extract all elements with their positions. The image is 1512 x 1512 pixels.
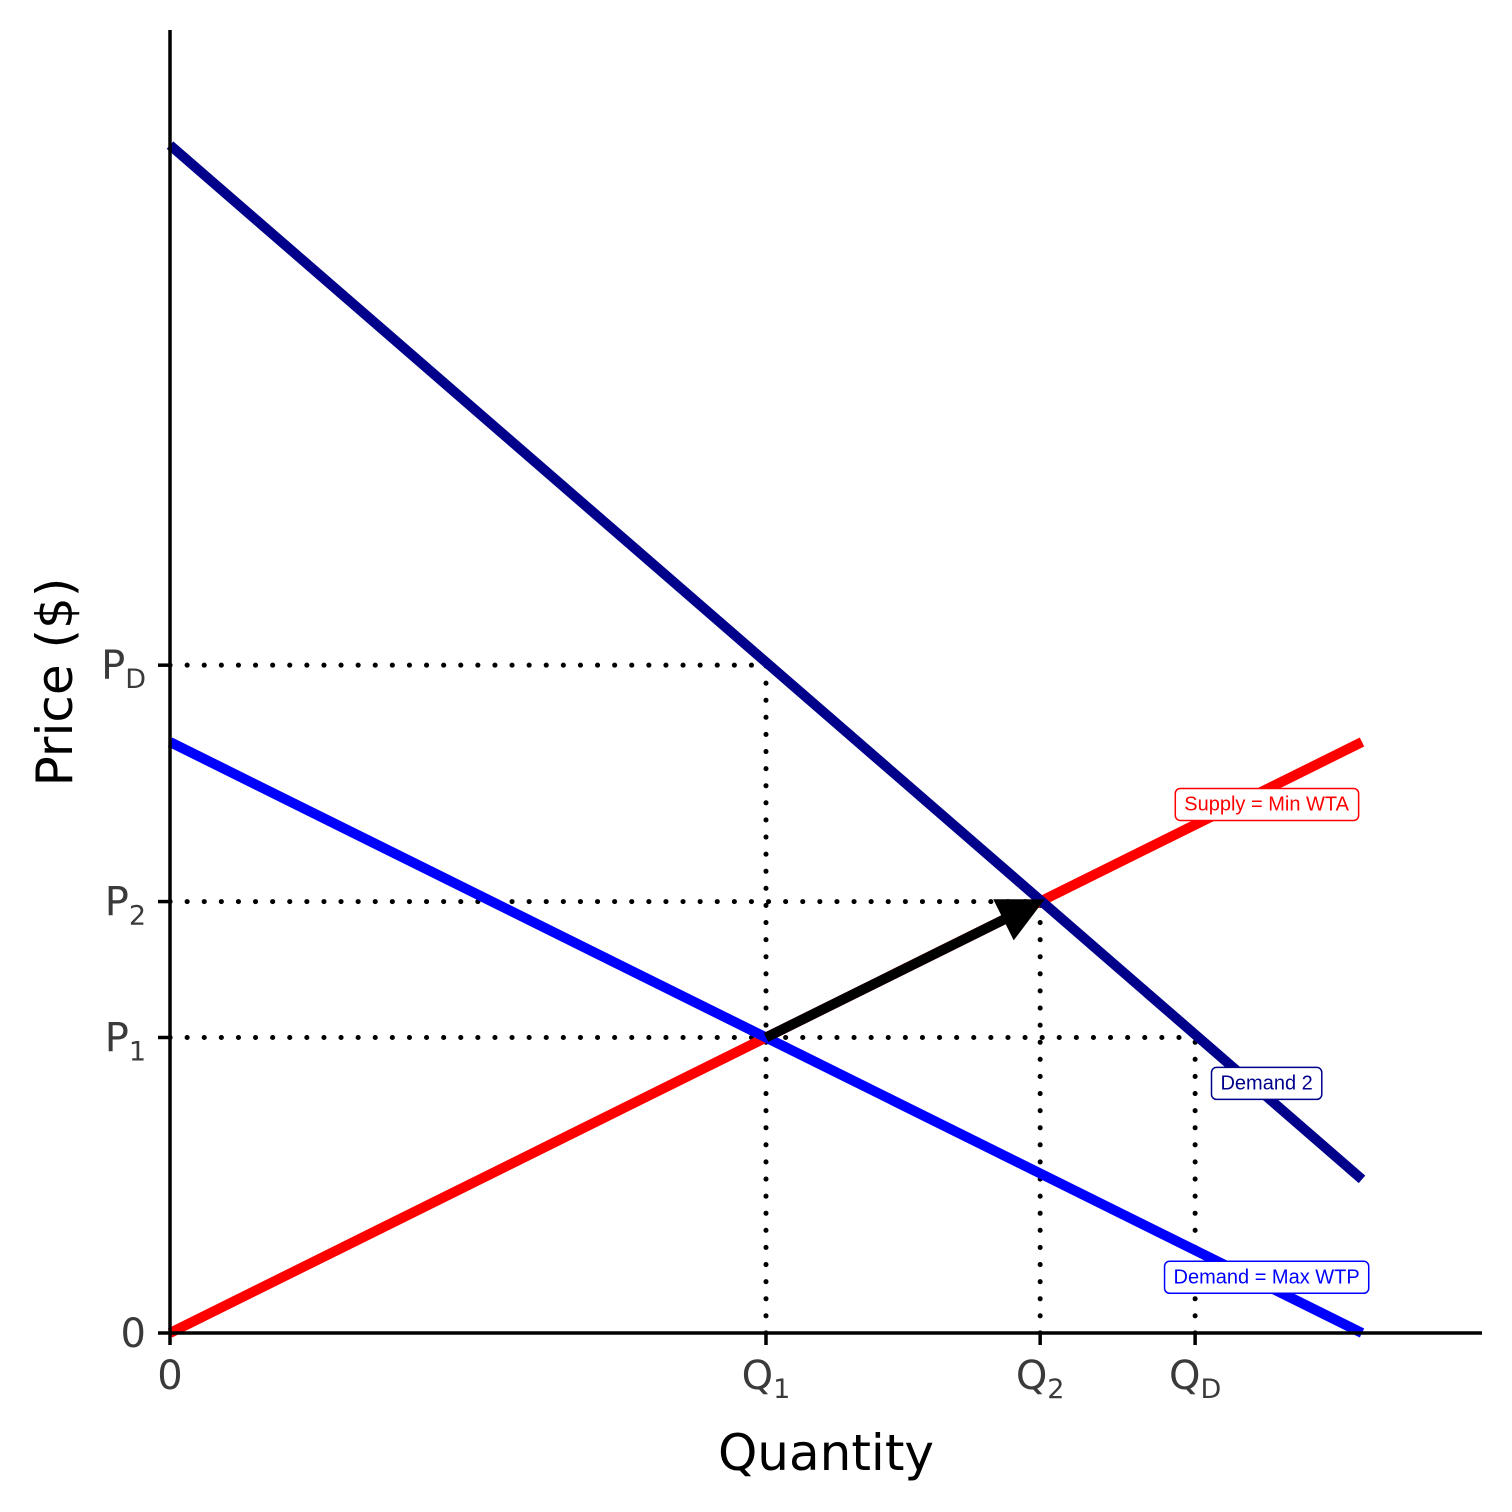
label-text: Demand 2 (1220, 1072, 1312, 1094)
demand-2-label: Demand 2 (1210, 1066, 1323, 1101)
supply-min-wta-label: Supply = Min WTA (1174, 787, 1360, 822)
x-axis-title: Quantity (718, 1424, 934, 1482)
y-tick-label: P2 (105, 880, 146, 932)
y-tick-label: P1 (105, 1016, 146, 1068)
equilibrium-shift-arrow (763, 899, 1045, 1042)
demand-max-wtp-label: Demand = Max WTP (1163, 1260, 1370, 1295)
y-tick-label: PD (101, 643, 146, 695)
curves (166, 141, 1366, 1338)
x-tick-label: Q2 (1016, 1353, 1065, 1405)
label-box (1174, 787, 1360, 822)
label-box (1210, 1066, 1323, 1101)
demand-2-curve (166, 141, 1366, 1184)
label-text: Supply = Min WTA (1184, 793, 1349, 815)
ticks: 0 Q1 Q2 QD 0 P1 P2 PD (101, 643, 1221, 1405)
shift-arrow (763, 899, 1045, 1042)
x-tick-label: QD (1169, 1353, 1221, 1405)
y-axis-title: Price ($) (26, 578, 84, 787)
curve-labels: Supply = Min WTA Demand = Max WTP Demand 2 (1163, 787, 1370, 1295)
x-tick-label: Q1 (742, 1353, 791, 1405)
axes (168, 30, 1482, 1335)
label-text: Demand = Max WTP (1174, 1266, 1360, 1288)
label-box (1163, 1260, 1370, 1295)
x-tick-label: 0 (157, 1353, 182, 1399)
y-tick-label: 0 (121, 1311, 146, 1357)
